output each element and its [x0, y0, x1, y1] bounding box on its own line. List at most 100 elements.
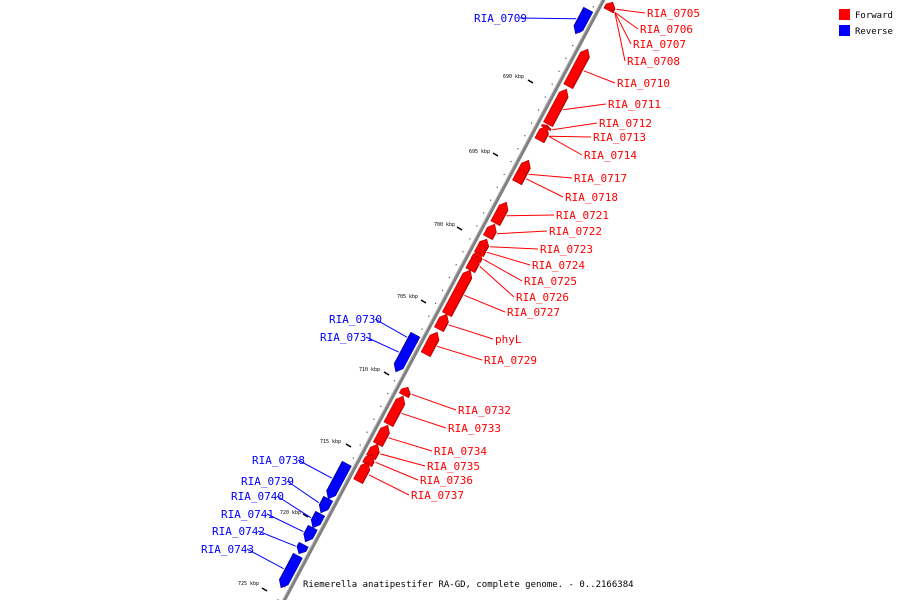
- gene-ria_0738[interactable]: [326, 460, 352, 500]
- gene-arrow[interactable]: [512, 168, 526, 186]
- gene-ria_0714[interactable]: [534, 125, 549, 144]
- gene-label[interactable]: RIA_0706: [640, 23, 693, 36]
- tick-marks: 690 kbp 695 kbp 700 kbp 705 kbp 710 kbp …: [238, 74, 534, 592]
- gene-label[interactable]: RIA_0724: [532, 259, 585, 272]
- gene-label[interactable]: RIA_0725: [524, 275, 577, 288]
- gene-ria_0729[interactable]: [420, 331, 440, 358]
- gene-label[interactable]: RIA_0736: [420, 474, 473, 487]
- gene-label[interactable]: RIA_0742: [212, 525, 265, 538]
- tick-725: 725 kbp: [238, 581, 268, 592]
- gene-label[interactable]: RIA_0726: [516, 291, 569, 304]
- gene-ria_0742[interactable]: [296, 541, 309, 555]
- leader-line: [464, 294, 506, 313]
- gene-ria_0709[interactable]: [573, 6, 594, 35]
- gene-ria_0721[interactable]: [490, 201, 509, 227]
- gene-label[interactable]: RIA_0713: [593, 131, 646, 144]
- gene-ria_0711[interactable]: [543, 88, 569, 128]
- gene-label[interactable]: RIA_0722: [549, 225, 602, 238]
- gene-arrow[interactable]: [303, 524, 318, 543]
- svg-text:715 kbp: 715 kbp: [320, 439, 341, 445]
- gene-label[interactable]: RIA_0743: [201, 543, 254, 556]
- gene-label[interactable]: RIA_0735: [427, 460, 480, 473]
- gene-ria_0736[interactable]: [362, 453, 375, 468]
- gene-ria_0724[interactable]: [473, 243, 487, 258]
- tick-720: 720 kbp: [280, 510, 309, 518]
- gene-label[interactable]: RIA_0741: [221, 508, 274, 521]
- gene-arrow[interactable]: [279, 552, 303, 589]
- leader-line: [266, 513, 304, 533]
- tick-695: 695 kbp: [469, 149, 499, 157]
- gene-ria_0731[interactable]: [393, 335, 419, 373]
- gene-ria_0739[interactable]: [318, 495, 334, 514]
- gene-label[interactable]: RIA_0733: [448, 422, 501, 435]
- svg-text:690 kbp: 690 kbp: [503, 74, 524, 80]
- leader-line: [374, 318, 408, 338]
- map-caption: Riemerella anatipestifer RA-GD, complete…: [303, 580, 634, 590]
- gene-ria_0710[interactable]: [563, 48, 590, 90]
- gene-label[interactable]: RIA_0718: [565, 191, 618, 204]
- gene-ria_0737[interactable]: [353, 461, 371, 485]
- scale-dot: [483, 212, 485, 214]
- gene-arrow[interactable]: [573, 6, 594, 35]
- gene-ria_0740[interactable]: [310, 510, 326, 529]
- gene-label[interactable]: RIA_0721: [556, 209, 609, 222]
- gene-arrow-shade: [326, 461, 344, 492]
- scale-dot: [441, 289, 444, 291]
- gene-label[interactable]: RIA_0732: [458, 404, 511, 417]
- gene-label[interactable]: RIA_0707: [633, 38, 686, 51]
- gene-label[interactable]: phyL: [495, 333, 522, 346]
- tick-715: 715 kbp: [320, 439, 352, 448]
- leader-line: [368, 474, 410, 496]
- gene-label[interactable]: RIA_0711: [608, 98, 661, 111]
- gene-label[interactable]: RIA_0710: [617, 77, 670, 90]
- gene-ria_0743[interactable]: [278, 552, 303, 589]
- gene-ria_0726[interactable]: [465, 255, 480, 274]
- gene-ria_0727[interactable]: [441, 269, 473, 318]
- legend-swatch-reverse: [839, 25, 850, 36]
- svg-text:710 kbp: 710 kbp: [359, 367, 380, 373]
- gene-label[interactable]: RIA_0708: [627, 55, 680, 68]
- gene-ria_0718[interactable]: [512, 168, 527, 186]
- gene-label[interactable]: RIA_0731: [320, 331, 373, 344]
- gene-label[interactable]: RIA_0730: [329, 313, 382, 326]
- leader-line: [379, 453, 426, 467]
- leader-line: [448, 324, 494, 340]
- gene-label[interactable]: RIA_0723: [540, 243, 593, 256]
- gene-ria_0733[interactable]: [383, 395, 406, 428]
- gene-arrow[interactable]: [393, 335, 419, 373]
- gene-arrow-shade: [381, 432, 390, 447]
- gene-ria_0741[interactable]: [303, 524, 318, 543]
- gene-label[interactable]: RIA_0712: [599, 117, 652, 130]
- gene-arrow-shade: [571, 56, 590, 89]
- gene-label[interactable]: RIA_0717: [574, 172, 627, 185]
- gene-arrow[interactable]: [326, 460, 352, 500]
- gene-arrow[interactable]: [482, 223, 497, 241]
- leader-line: [506, 214, 555, 217]
- gene-label[interactable]: RIA_0705: [647, 7, 700, 20]
- tick-705: 705 kbp: [397, 294, 427, 304]
- gene-arrow[interactable]: [318, 495, 334, 514]
- gene-label[interactable]: RIA_0727: [507, 306, 560, 319]
- gene-ria_0734[interactable]: [372, 424, 390, 448]
- gene-label[interactable]: RIA_0739: [241, 475, 294, 488]
- scale-dot: [537, 109, 540, 111]
- gene-arrow[interactable]: [383, 395, 406, 428]
- gene-label[interactable]: RIA_0734: [434, 445, 487, 458]
- gene-label[interactable]: RIA_0714: [584, 149, 637, 162]
- gene-label[interactable]: RIA_0738: [252, 454, 305, 467]
- gene-ria_0722[interactable]: [482, 223, 497, 241]
- gene-label[interactable]: RIA_0740: [231, 490, 284, 503]
- gene-label[interactable]: RIA_0729: [484, 354, 537, 367]
- gene-phyl[interactable]: [433, 313, 449, 333]
- gene-label[interactable]: RIA_0737: [411, 489, 464, 502]
- gene-arrow[interactable]: [296, 541, 309, 555]
- gene-ria_0708[interactable]: [603, 6, 614, 14]
- gene-arrow-shade: [393, 336, 410, 365]
- gene-label[interactable]: RIA_0709: [474, 12, 527, 25]
- gene-ria_0732[interactable]: [398, 386, 411, 399]
- gene-arrow[interactable]: [310, 510, 326, 529]
- scale-dot: [558, 70, 560, 72]
- gene-arrow-shade: [551, 96, 569, 127]
- leader-line: [436, 345, 483, 361]
- scale-dot: [476, 225, 478, 227]
